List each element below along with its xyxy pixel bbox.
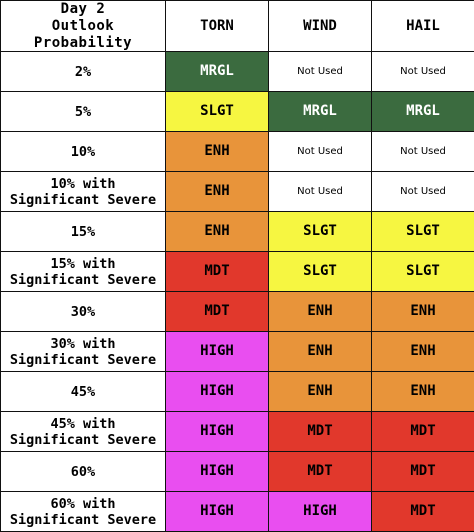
corner-line-1: Day 2 (1, 1, 165, 18)
wind-category-cell: Not Used (269, 132, 372, 172)
wind-category-cell: ENH (269, 332, 372, 372)
probability-line-1: 60% with (1, 496, 165, 512)
wind-category-cell: ENH (269, 372, 372, 412)
probability-line-1: 45% with (1, 416, 165, 432)
probability-line-2: Significant Severe (1, 432, 165, 448)
torn-category-cell: ENH (166, 172, 269, 212)
probability-line-1: 15% with (1, 256, 165, 272)
probability-line-1: 30% with (1, 336, 165, 352)
probability-label: 5% (1, 92, 166, 132)
probability-line-1: 2% (1, 64, 165, 80)
wind-category-cell: MDT (269, 452, 372, 492)
wind-category-cell: MRGL (269, 92, 372, 132)
hail-category-cell: MDT (372, 412, 474, 452)
wind-category-cell: ENH (269, 292, 372, 332)
corner-line-2: Outlook Probability (1, 18, 165, 52)
hail-category-cell: Not Used (372, 52, 474, 92)
probability-label: 10% (1, 132, 166, 172)
probability-label: 2% (1, 52, 166, 92)
torn-category-cell: HIGH (166, 372, 269, 412)
torn-category-cell: MRGL (166, 52, 269, 92)
wind-category-cell: SLGT (269, 252, 372, 292)
hail-category-cell: ENH (372, 292, 474, 332)
hail-category-cell: Not Used (372, 132, 474, 172)
probability-line-1: 10% (1, 144, 165, 160)
probability-line-1: 15% (1, 224, 165, 240)
probability-line-2: Significant Severe (1, 352, 165, 368)
hail-category-cell: MDT (372, 452, 474, 492)
probability-line-2: Significant Severe (1, 272, 165, 288)
column-header-hail: HAIL (372, 1, 474, 52)
torn-category-cell: HIGH (166, 452, 269, 492)
corner-header: Day 2 Outlook Probability (1, 1, 166, 52)
probability-line-1: 45% (1, 384, 165, 400)
wind-category-cell: MDT (269, 412, 372, 452)
wind-category-cell: Not Used (269, 172, 372, 212)
probability-line-2: Significant Severe (1, 192, 165, 208)
probability-line-1: 10% with (1, 176, 165, 192)
wind-category-cell: SLGT (269, 212, 372, 252)
hail-category-cell: SLGT (372, 252, 474, 292)
torn-category-cell: HIGH (166, 332, 269, 372)
hail-category-cell: MRGL (372, 92, 474, 132)
torn-category-cell: SLGT (166, 92, 269, 132)
probability-label: 15% (1, 212, 166, 252)
header-row: Day 2 Outlook Probability TORN WIND HAIL (1, 1, 474, 52)
torn-category-cell: HIGH (166, 412, 269, 452)
column-header-torn: TORN (166, 1, 269, 52)
torn-category-cell: ENH (166, 132, 269, 172)
hail-category-cell: Not Used (372, 172, 474, 212)
torn-category-cell: MDT (166, 252, 269, 292)
wind-category-cell: Not Used (269, 52, 372, 92)
probability-label: 60% (1, 452, 166, 492)
hail-category-cell: ENH (372, 332, 474, 372)
probability-line-1: 5% (1, 104, 165, 120)
torn-category-cell: ENH (166, 212, 269, 252)
probability-label: 30% (1, 292, 166, 332)
probability-label: 45% (1, 372, 166, 412)
probability-line-1: 30% (1, 304, 165, 320)
probability-line-1: 60% (1, 464, 165, 480)
torn-category-cell: MDT (166, 292, 269, 332)
hail-category-cell: SLGT (372, 212, 474, 252)
hail-category-cell: ENH (372, 372, 474, 412)
column-header-wind: WIND (269, 1, 372, 52)
